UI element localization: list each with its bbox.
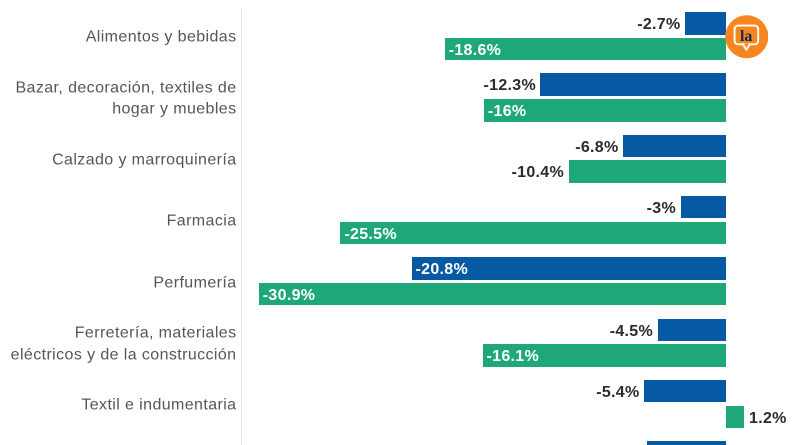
svg-text:la: la [739,28,751,45]
